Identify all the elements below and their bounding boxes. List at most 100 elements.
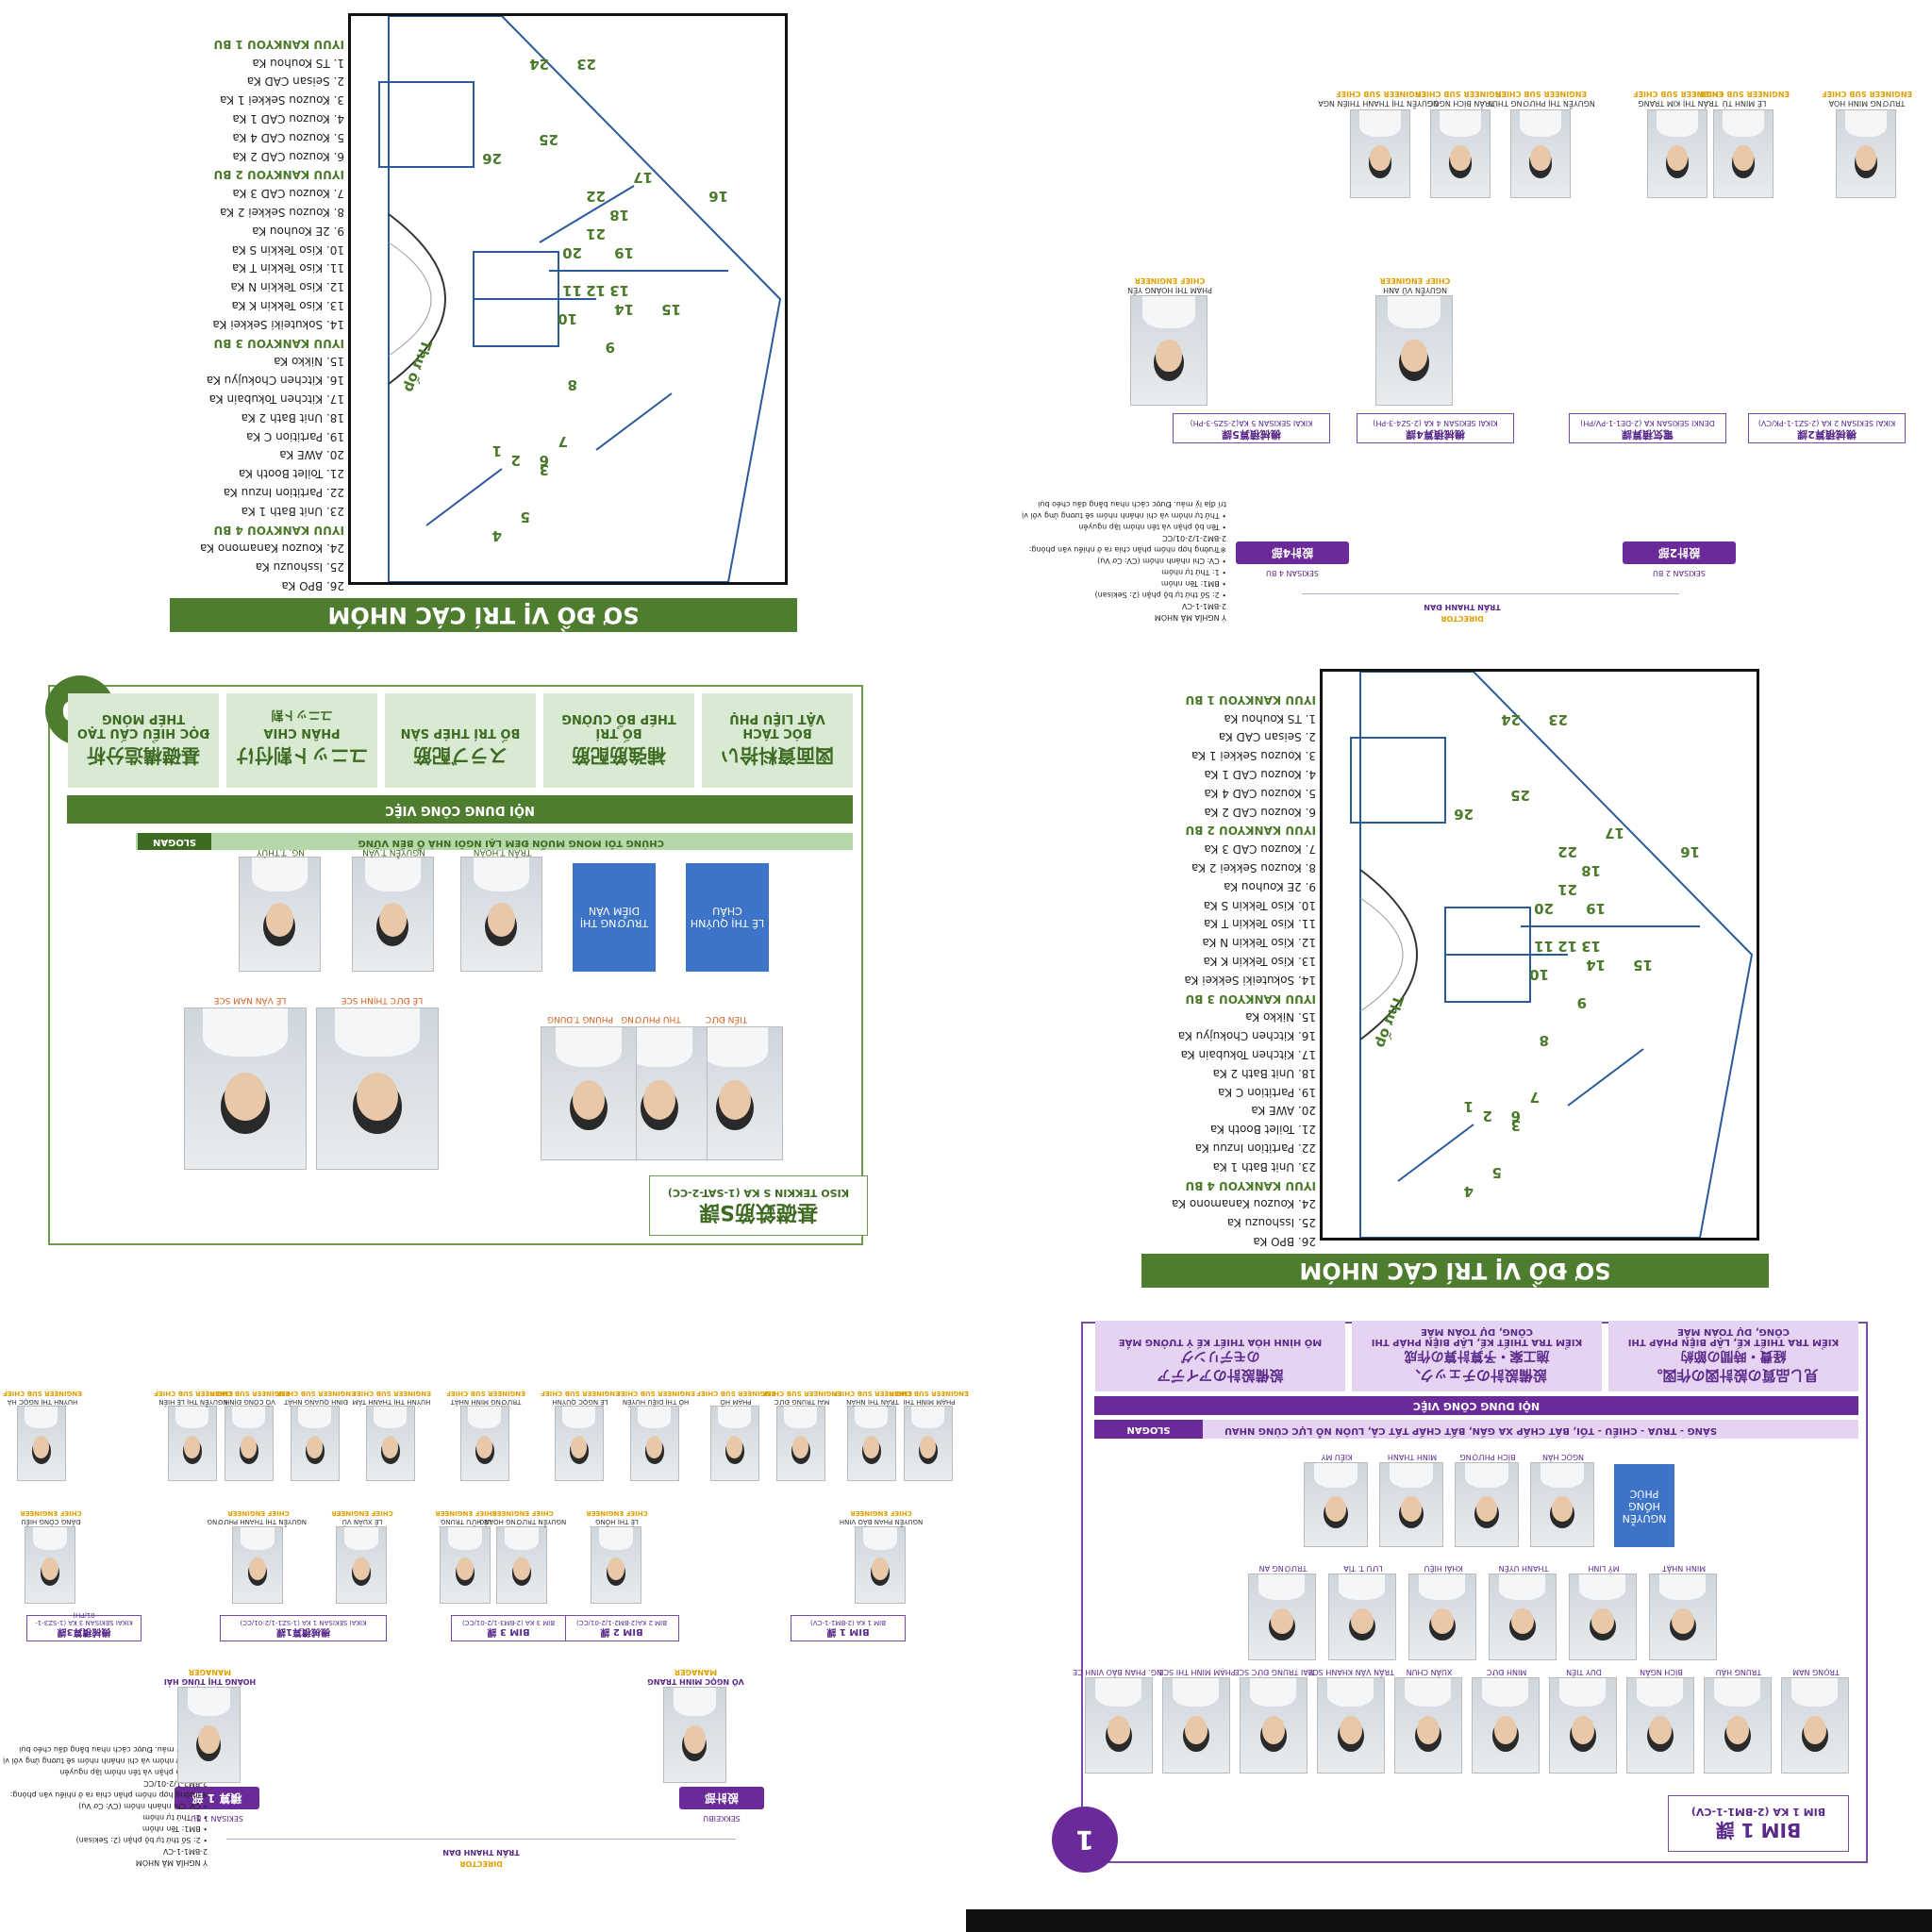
- group-box: 機械積算4課 KIKAI SEKISAN 4 KA (2-SZ4-3-PH): [1357, 413, 1514, 443]
- chief-photo: [440, 1526, 491, 1604]
- photo-body: [638, 1407, 672, 1429]
- group-box: BIM 1 課 BIM 1 KA (2-BM1-1-CV): [791, 1615, 906, 1641]
- photo-face: [1156, 340, 1182, 373]
- group-list-item: 11. Kiso Tekkin T Ka: [232, 261, 344, 275]
- group-list-item: 11. Kiso Tekkin T Ka: [1204, 917, 1316, 931]
- group-list-item: 3. Kouzou Sekkei 1 Ka: [1191, 749, 1316, 763]
- group-list-item: 5. Kouzou CAD 4 Ka: [232, 130, 344, 144]
- note-line: • Thứ tự nhóm và chi nhánh nhóm sẽ tương…: [1021, 511, 1226, 520]
- photo-face: [1370, 144, 1391, 172]
- group-list-item: 24. Kouzou Kanamono Ka: [1172, 1197, 1316, 1211]
- photo-body: [1637, 1678, 1684, 1707]
- member-name: LÊ VĂN NAM SCE: [213, 995, 287, 1005]
- director-role: DIRECTOR: [1441, 614, 1484, 623]
- photo-face: [353, 1557, 370, 1580]
- member-name: NGUYỄN THỊ THANH THIÊN NGA: [1318, 99, 1439, 108]
- group-list-item: 18. Unit Bath 2 Ka: [241, 410, 344, 425]
- group-list-item: 13. Kiso Tekkin K Ka: [1203, 955, 1316, 969]
- member-photo: [555, 1406, 604, 1481]
- photo-face: [379, 903, 407, 937]
- photo-body: [718, 1407, 752, 1429]
- photo-face: [1108, 1716, 1130, 1744]
- task-card: ユニット割付け PHÂN CHIA ユニット割: [226, 693, 377, 788]
- chief-role: CHIEF ENGINEER: [227, 1509, 290, 1517]
- card-vn2: THÉP MÓNG: [101, 711, 186, 725]
- photo-face: [1591, 1608, 1614, 1634]
- group-list-item: 23. Unit Bath 1 Ka: [1212, 1159, 1316, 1174]
- bu-left-button[interactable]: 設計部: [679, 1787, 764, 1809]
- room-number: 18: [1581, 862, 1601, 879]
- photo-body: [673, 1688, 717, 1716]
- photo-face: [872, 1557, 889, 1580]
- group-list-item: 14. Sokuteiki Sekkei Ka: [1184, 973, 1316, 987]
- room-number: 24: [1501, 711, 1521, 728]
- chief-name: NGUYỄN THỊ THANH PHƯƠNG: [207, 1518, 307, 1525]
- photo-body: [473, 858, 530, 891]
- group-list-item: 6. Kouzou CAD 2 Ka: [1204, 805, 1316, 819]
- group-list-item: 15. Nikko Ka: [1245, 1010, 1316, 1024]
- photo-body: [1464, 1463, 1509, 1489]
- photo-body: [1659, 1574, 1707, 1600]
- group-list-item: 25. Isshouzu Ka: [255, 560, 344, 575]
- group-list-item: 3. Kouzou Sekkei 1 Ka: [219, 93, 344, 108]
- member-photo: [1350, 109, 1410, 198]
- bu-right-sub: SEKISAN 4 BU: [1266, 569, 1319, 577]
- photo-body: [203, 1008, 288, 1057]
- chief-name: LÊ THỊ HỒNG: [595, 1518, 639, 1525]
- group-list-item: 7. Kouzou CAD 3 Ka: [232, 187, 344, 201]
- org-chart-top: DIRECTOR TRẦN THANH ĐAN SEKISAN 2 BU 設計2…: [1009, 28, 1912, 632]
- member-photo: [1472, 1677, 1540, 1774]
- chief-name: LÊ HỮU TRUNG: [440, 1518, 492, 1525]
- note-line: • 2: Số thứ tự bộ phận (2: Sekisan): [75, 1836, 208, 1844]
- member-name: LÊ NGỌC QUÝNH: [552, 1398, 608, 1406]
- card-vn1: KIỂM TRA THIẾT KẾ, LẬP BIỆN PHÁP THI: [1627, 1337, 1840, 1347]
- group-list-item: IYUU KANKYOU 2 BU: [213, 168, 344, 182]
- member-name: TRỌNG NAM: [1792, 1668, 1840, 1676]
- group-list-item: 22. Partition Inzuu Ka: [1194, 1141, 1316, 1156]
- photo-face: [608, 1557, 625, 1580]
- card-vn1: PHÂN CHIA: [263, 725, 341, 740]
- manager-name: VÕ NGỌC MINH TRANG: [647, 1677, 744, 1686]
- room-number: 17: [1605, 824, 1624, 841]
- member-photo: [225, 1406, 274, 1481]
- floor-plan-title: SƠ ĐỒ VỊ TRÍ CÁC NHÓM: [170, 598, 797, 632]
- photo-body: [374, 1407, 408, 1429]
- chief-role: CHIEF ENGINEER: [1134, 276, 1206, 285]
- member-photo: [1647, 109, 1707, 198]
- note-line: ※Trường hợp nhóm phân chia ra ở nhiều vă…: [1028, 545, 1226, 554]
- room-number: 2: [1482, 1108, 1492, 1124]
- group-list-item: IYUU KANKYOU 4 BU: [213, 523, 344, 537]
- group-list-item: 2. Seisan CAD Ka: [246, 75, 344, 89]
- member-name: LƯU T. TÌA: [1343, 1564, 1383, 1573]
- room-number: 9: [1576, 994, 1587, 1011]
- panel-badge: 1: [1052, 1807, 1118, 1873]
- photo-body: [1540, 1463, 1585, 1489]
- chief-photo: [591, 1526, 641, 1604]
- member-role: ENGINEER SUB CHIEF: [1822, 90, 1912, 98]
- room-number: 19: [614, 244, 634, 261]
- room-number: 17: [633, 169, 653, 186]
- blue-card-1: LÊ THỊ QUỲNH CHÂU: [686, 863, 769, 972]
- room-number: 15: [1633, 957, 1653, 974]
- card-vn1: ĐỌC HIỂU CẤU TẠO: [76, 725, 210, 740]
- photo-face: [1185, 1716, 1208, 1744]
- bu-left-button[interactable]: 設計2部: [1623, 541, 1736, 564]
- member-photo: [1317, 1677, 1385, 1774]
- photo-body: [175, 1407, 209, 1429]
- footer-strip: [966, 1909, 1932, 1932]
- group-jp: BIM 2 課: [600, 1626, 643, 1637]
- photo-body: [1095, 1678, 1142, 1707]
- photo-face: [1400, 1496, 1423, 1522]
- member-photo: [1713, 109, 1774, 198]
- chief-role: CHIEF ENGINEER: [435, 1509, 497, 1517]
- photo-body: [1657, 110, 1698, 137]
- group-code: KIKAI SEKISAN 2 KA (2-SZ1-1-PK/CV): [1757, 419, 1896, 427]
- room-number: 21: [586, 225, 606, 242]
- card-vn2: THÉP BỔ CƯỜNG: [561, 711, 676, 725]
- member-photo: [184, 1008, 307, 1170]
- note-line: ※Trường hợp nhóm phân chia ra ở nhiều vă…: [9, 1790, 208, 1799]
- card-vn1: BỐ TRÍ THÉP SÀN: [400, 725, 521, 740]
- member-photo: [460, 857, 542, 972]
- slogan-label: SLOGAN: [1094, 1420, 1203, 1439]
- bu-right-button[interactable]: 設計4部: [1236, 541, 1349, 564]
